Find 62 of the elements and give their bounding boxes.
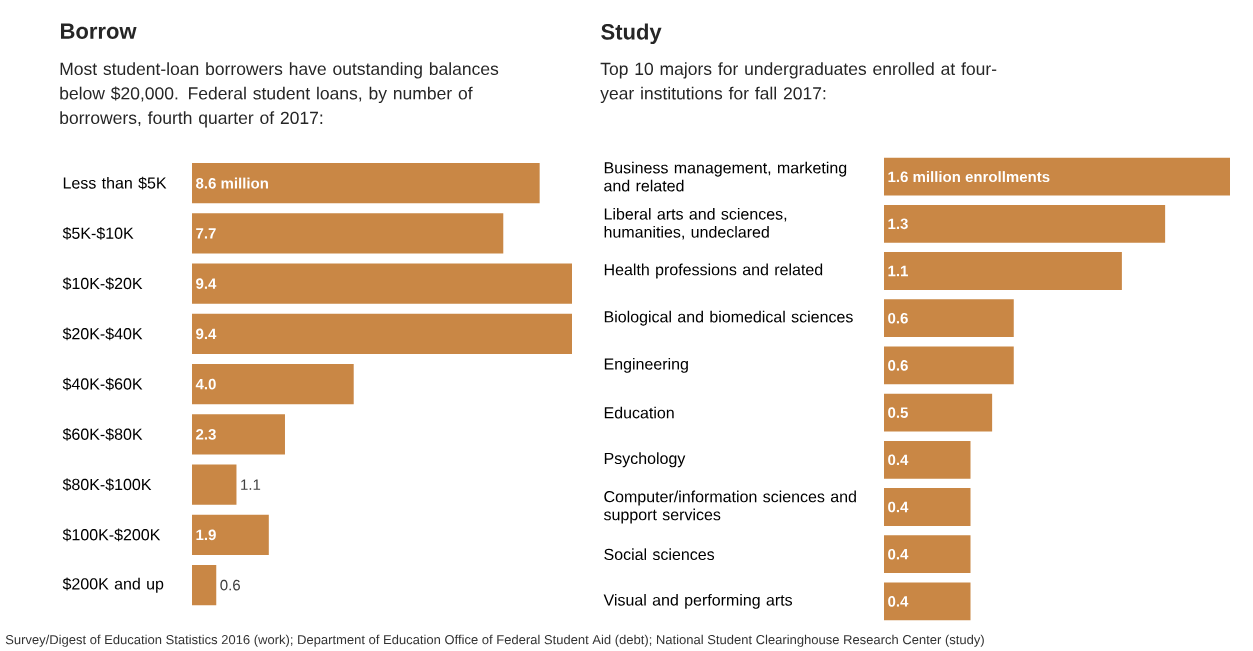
y-tick-label: $5K-$10K [62,226,134,240]
y-tick-label: Computer/information sciences and support services [603,490,856,524]
y-tick-label: Business management, marketing and related [604,161,847,192]
bar [884,582,971,621]
bar [884,393,993,432]
data-label: 4.0 [195,378,216,390]
data-label: 7.7 [196,228,216,239]
bar [192,514,269,555]
data-label: 0.4 [888,501,909,513]
data-label: 1.6 million enrollments [888,171,1050,183]
bar [884,440,971,479]
bar [884,252,1122,290]
y-tick-label: Education [604,406,674,419]
y-tick-label: Psychology [604,452,686,468]
data-label: 9.4 [196,328,217,340]
y-tick-label: $200K and up [62,577,164,593]
bar [884,535,971,574]
data-label: 0.4 [888,548,909,560]
bar [192,464,237,505]
data-label: 0.6 [888,312,908,324]
data-label: 0.4 [888,596,909,607]
data-label: 0.6 [220,579,240,591]
bar [884,488,971,526]
bar [192,313,572,354]
data-label: 9.4 [196,278,217,289]
y-tick-label: $40K-$60K [62,377,143,391]
bar [884,204,1166,243]
chart-title: Borrow [61,23,137,39]
y-tick-label: Liberal arts and sciences, humanities, undeclared [604,207,787,240]
y-tick-label: Engineering [604,357,688,373]
chart-subtitle: Top 10 majors for undergraduates enrolled at four-year institutions for fall 2017: [600,62,997,104]
data-label: 0.5 [888,407,908,418]
text: Study [601,23,662,45]
y-tick-label: $20K-$40K [62,327,143,341]
bar [192,565,217,606]
y-tick-label: $10K-$20K [62,277,143,291]
data-label: 1.1 [888,265,908,277]
bar [192,364,354,405]
data-label: 8.6 million [196,177,268,189]
data-label: 1.9 [196,529,216,541]
data-label: 1.1 [241,479,261,490]
y-tick-label: Visual and performing arts [603,593,793,609]
y-tick-label: Health professions and related [604,263,823,279]
y-tick-label: $60K-$80K [62,427,143,441]
y-tick-label: $100K-$200K [62,528,161,542]
bar [884,346,1014,385]
y-tick-label: Biological and biomedical sciences [604,310,853,326]
bar [192,213,504,254]
chart-subtitle: Most student-loan borrowers have outstanding balances below $20,000. Federal student loans, by number of borrowers, fourth quarter of 2017: [60,62,499,128]
data-label: 0.6 [888,360,908,371]
data-label: 1.3 [888,218,908,230]
bar [884,157,1231,196]
text: Survey/Digest of Education Statistics 2016 (work); Department of Education Office of Federal Student Aid (debt); National Student Clearinghouse Research Center (study) [5,634,984,647]
data-label: 2.3 [196,429,216,440]
y-tick-label: Less than $5K [63,176,167,190]
data-label: 0.4 [888,454,909,466]
y-tick-label: Social sciences [604,548,715,561]
bar [884,299,1014,338]
bar [192,414,285,455]
bar [192,263,572,304]
y-tick-label: $80K-$100K [62,478,152,492]
bar [192,163,540,204]
